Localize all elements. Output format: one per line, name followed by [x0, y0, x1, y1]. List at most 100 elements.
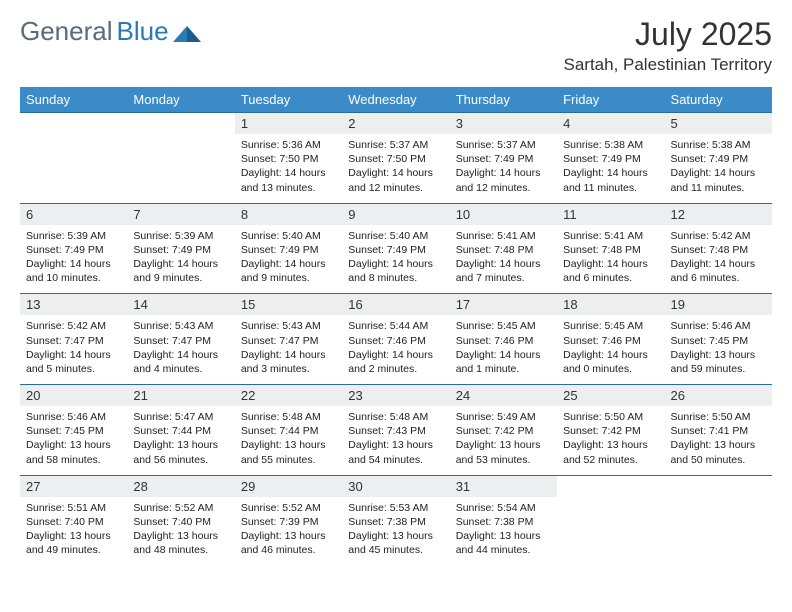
day-details: Sunrise: 5:43 AMSunset: 7:47 PMDaylight:…: [235, 315, 342, 384]
calendar-cell: 19Sunrise: 5:46 AMSunset: 7:45 PMDayligh…: [665, 294, 772, 385]
day-details: Sunrise: 5:52 AMSunset: 7:40 PMDaylight:…: [127, 497, 234, 566]
logo-text-1: General: [20, 16, 113, 47]
day-details: Sunrise: 5:50 AMSunset: 7:41 PMDaylight:…: [665, 406, 772, 475]
calendar-cell: 6Sunrise: 5:39 AMSunset: 7:49 PMDaylight…: [20, 203, 127, 294]
day-details: Sunrise: 5:43 AMSunset: 7:47 PMDaylight:…: [127, 315, 234, 384]
calendar-cell: 14Sunrise: 5:43 AMSunset: 7:47 PMDayligh…: [127, 294, 234, 385]
day-number: 22: [235, 385, 342, 406]
day-number: 20: [20, 385, 127, 406]
day-number: 2: [342, 113, 449, 134]
calendar-cell: 29Sunrise: 5:52 AMSunset: 7:39 PMDayligh…: [235, 475, 342, 565]
calendar-table: SundayMondayTuesdayWednesdayThursdayFrid…: [20, 87, 772, 565]
day-number: 24: [450, 385, 557, 406]
day-details: Sunrise: 5:41 AMSunset: 7:48 PMDaylight:…: [450, 225, 557, 294]
day-number: 29: [235, 476, 342, 497]
calendar-cell: 26Sunrise: 5:50 AMSunset: 7:41 PMDayligh…: [665, 385, 772, 476]
calendar-cell: 5Sunrise: 5:38 AMSunset: 7:49 PMDaylight…: [665, 113, 772, 204]
calendar-cell: 20Sunrise: 5:46 AMSunset: 7:45 PMDayligh…: [20, 385, 127, 476]
calendar-cell: 3Sunrise: 5:37 AMSunset: 7:49 PMDaylight…: [450, 113, 557, 204]
calendar-body: 1Sunrise: 5:36 AMSunset: 7:50 PMDaylight…: [20, 113, 772, 566]
calendar-cell: [665, 475, 772, 565]
day-number: 9: [342, 204, 449, 225]
day-details: Sunrise: 5:52 AMSunset: 7:39 PMDaylight:…: [235, 497, 342, 566]
day-details: Sunrise: 5:36 AMSunset: 7:50 PMDaylight:…: [235, 134, 342, 203]
calendar-cell: 4Sunrise: 5:38 AMSunset: 7:49 PMDaylight…: [557, 113, 664, 204]
day-details: Sunrise: 5:42 AMSunset: 7:47 PMDaylight:…: [20, 315, 127, 384]
day-details: Sunrise: 5:49 AMSunset: 7:42 PMDaylight:…: [450, 406, 557, 475]
day-number: 10: [450, 204, 557, 225]
day-number: 8: [235, 204, 342, 225]
day-header: Saturday: [665, 87, 772, 113]
day-details: Sunrise: 5:37 AMSunset: 7:49 PMDaylight:…: [450, 134, 557, 203]
day-number: 18: [557, 294, 664, 315]
day-number: 17: [450, 294, 557, 315]
calendar-cell: 25Sunrise: 5:50 AMSunset: 7:42 PMDayligh…: [557, 385, 664, 476]
day-details: Sunrise: 5:39 AMSunset: 7:49 PMDaylight:…: [20, 225, 127, 294]
day-details: Sunrise: 5:40 AMSunset: 7:49 PMDaylight:…: [235, 225, 342, 294]
day-number: 23: [342, 385, 449, 406]
logo: GeneralBlue: [20, 16, 201, 47]
calendar-cell: 17Sunrise: 5:45 AMSunset: 7:46 PMDayligh…: [450, 294, 557, 385]
calendar-week-row: 6Sunrise: 5:39 AMSunset: 7:49 PMDaylight…: [20, 203, 772, 294]
day-number: 6: [20, 204, 127, 225]
calendar-cell: 13Sunrise: 5:42 AMSunset: 7:47 PMDayligh…: [20, 294, 127, 385]
calendar-cell: 12Sunrise: 5:42 AMSunset: 7:48 PMDayligh…: [665, 203, 772, 294]
month-title: July 2025: [563, 16, 772, 53]
calendar-cell: [557, 475, 664, 565]
day-details: Sunrise: 5:37 AMSunset: 7:50 PMDaylight:…: [342, 134, 449, 203]
calendar-week-row: 20Sunrise: 5:46 AMSunset: 7:45 PMDayligh…: [20, 385, 772, 476]
calendar-cell: [20, 113, 127, 204]
day-details: Sunrise: 5:46 AMSunset: 7:45 PMDaylight:…: [20, 406, 127, 475]
header: GeneralBlue July 2025 Sartah, Palestinia…: [20, 16, 772, 75]
day-details: Sunrise: 5:45 AMSunset: 7:46 PMDaylight:…: [557, 315, 664, 384]
logo-triangle-icon: [173, 22, 201, 42]
calendar-cell: 8Sunrise: 5:40 AMSunset: 7:49 PMDaylight…: [235, 203, 342, 294]
calendar-cell: 22Sunrise: 5:48 AMSunset: 7:44 PMDayligh…: [235, 385, 342, 476]
title-block: July 2025 Sartah, Palestinian Territory: [563, 16, 772, 75]
calendar-cell: 1Sunrise: 5:36 AMSunset: 7:50 PMDaylight…: [235, 113, 342, 204]
calendar-cell: 18Sunrise: 5:45 AMSunset: 7:46 PMDayligh…: [557, 294, 664, 385]
calendar-cell: 23Sunrise: 5:48 AMSunset: 7:43 PMDayligh…: [342, 385, 449, 476]
calendar-cell: 7Sunrise: 5:39 AMSunset: 7:49 PMDaylight…: [127, 203, 234, 294]
day-number: 14: [127, 294, 234, 315]
calendar-cell: 15Sunrise: 5:43 AMSunset: 7:47 PMDayligh…: [235, 294, 342, 385]
calendar-header-row: SundayMondayTuesdayWednesdayThursdayFrid…: [20, 87, 772, 113]
day-number: 25: [557, 385, 664, 406]
day-number: 4: [557, 113, 664, 134]
calendar-cell: 11Sunrise: 5:41 AMSunset: 7:48 PMDayligh…: [557, 203, 664, 294]
day-header: Monday: [127, 87, 234, 113]
day-number: 27: [20, 476, 127, 497]
day-number: 11: [557, 204, 664, 225]
day-number: 3: [450, 113, 557, 134]
day-details: Sunrise: 5:39 AMSunset: 7:49 PMDaylight:…: [127, 225, 234, 294]
day-number: 15: [235, 294, 342, 315]
day-details: Sunrise: 5:51 AMSunset: 7:40 PMDaylight:…: [20, 497, 127, 566]
location: Sartah, Palestinian Territory: [563, 55, 772, 75]
day-details: Sunrise: 5:48 AMSunset: 7:44 PMDaylight:…: [235, 406, 342, 475]
logo-text-2: Blue: [117, 16, 169, 47]
calendar-cell: 9Sunrise: 5:40 AMSunset: 7:49 PMDaylight…: [342, 203, 449, 294]
day-details: Sunrise: 5:45 AMSunset: 7:46 PMDaylight:…: [450, 315, 557, 384]
calendar-cell: [127, 113, 234, 204]
day-number: 16: [342, 294, 449, 315]
day-header: Friday: [557, 87, 664, 113]
calendar-cell: 24Sunrise: 5:49 AMSunset: 7:42 PMDayligh…: [450, 385, 557, 476]
day-number: 26: [665, 385, 772, 406]
calendar-cell: 31Sunrise: 5:54 AMSunset: 7:38 PMDayligh…: [450, 475, 557, 565]
calendar-week-row: 27Sunrise: 5:51 AMSunset: 7:40 PMDayligh…: [20, 475, 772, 565]
day-number: 12: [665, 204, 772, 225]
calendar-cell: 30Sunrise: 5:53 AMSunset: 7:38 PMDayligh…: [342, 475, 449, 565]
day-details: Sunrise: 5:54 AMSunset: 7:38 PMDaylight:…: [450, 497, 557, 566]
calendar-cell: 16Sunrise: 5:44 AMSunset: 7:46 PMDayligh…: [342, 294, 449, 385]
day-number: 21: [127, 385, 234, 406]
day-details: Sunrise: 5:41 AMSunset: 7:48 PMDaylight:…: [557, 225, 664, 294]
calendar-week-row: 1Sunrise: 5:36 AMSunset: 7:50 PMDaylight…: [20, 113, 772, 204]
day-details: Sunrise: 5:40 AMSunset: 7:49 PMDaylight:…: [342, 225, 449, 294]
calendar-page: GeneralBlue July 2025 Sartah, Palestinia…: [0, 0, 792, 581]
day-details: Sunrise: 5:38 AMSunset: 7:49 PMDaylight:…: [557, 134, 664, 203]
day-number: 28: [127, 476, 234, 497]
calendar-week-row: 13Sunrise: 5:42 AMSunset: 7:47 PMDayligh…: [20, 294, 772, 385]
day-details: Sunrise: 5:53 AMSunset: 7:38 PMDaylight:…: [342, 497, 449, 566]
calendar-cell: 28Sunrise: 5:52 AMSunset: 7:40 PMDayligh…: [127, 475, 234, 565]
day-details: Sunrise: 5:48 AMSunset: 7:43 PMDaylight:…: [342, 406, 449, 475]
